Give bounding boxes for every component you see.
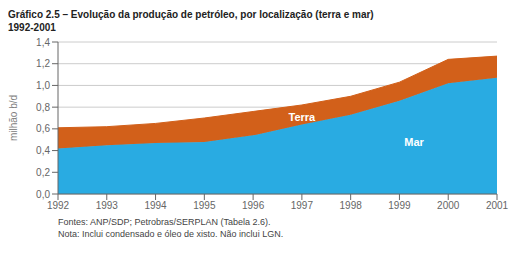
svg-text:1995: 1995 bbox=[193, 200, 216, 211]
html-text:Gráfico 2.5 – Evolução da prod: Gráfico 2.5 – Evolução da produção de pe… bbox=[8, 9, 374, 20]
svg-text:0,0: 0,0 bbox=[36, 189, 50, 200]
svg-text:milhão b/d: milhão b/d bbox=[8, 95, 19, 141]
html-text:1992-2001: 1992-2001 bbox=[8, 22, 56, 33]
svg-text:0,8: 0,8 bbox=[36, 102, 50, 113]
html-text:Nota: Inclui condensado e óleo: Nota: Inclui condensado e óleo de xisto.… bbox=[58, 229, 284, 239]
svg-text:2001: 2001 bbox=[486, 200, 509, 211]
svg-text:1998: 1998 bbox=[340, 200, 363, 211]
svg-text:0,2: 0,2 bbox=[36, 167, 50, 178]
svg-text:2000: 2000 bbox=[437, 200, 460, 211]
svg-text:1,2: 1,2 bbox=[36, 58, 50, 69]
svg-text:1997: 1997 bbox=[291, 200, 314, 211]
svg-text:1996: 1996 bbox=[242, 200, 265, 211]
svg-text:1994: 1994 bbox=[144, 200, 167, 211]
html-text:Fontes: ANP/SDP; Petrobras/SER: Fontes: ANP/SDP; Petrobras/SERPLAN (Tabe… bbox=[58, 217, 271, 227]
svg-text:Mar: Mar bbox=[404, 136, 424, 148]
svg-text:1,0: 1,0 bbox=[36, 80, 50, 91]
svg-text:1999: 1999 bbox=[388, 200, 411, 211]
svg-text:0,6: 0,6 bbox=[36, 123, 50, 134]
svg-text:1,4: 1,4 bbox=[36, 37, 50, 48]
svg-text:0,4: 0,4 bbox=[36, 145, 50, 156]
svg-text:1993: 1993 bbox=[96, 200, 119, 211]
svg-text:1992: 1992 bbox=[47, 200, 70, 211]
svg-text:Terra: Terra bbox=[289, 111, 317, 123]
